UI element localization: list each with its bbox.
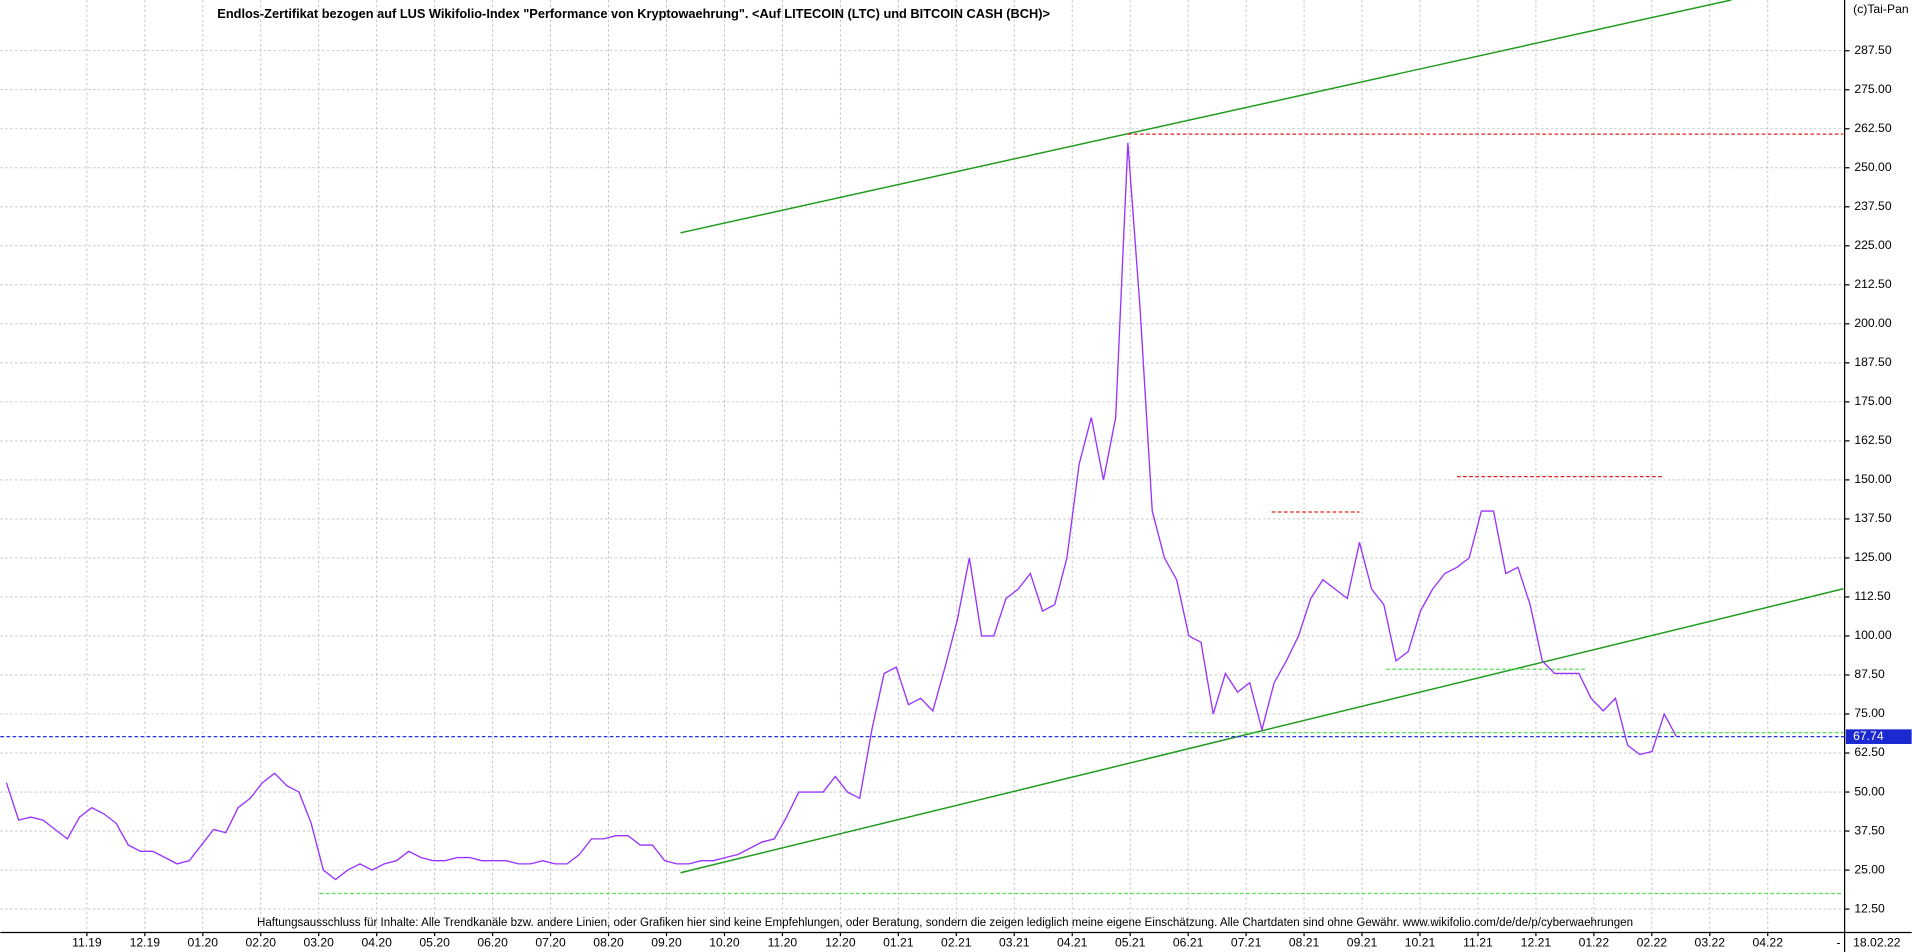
copyright: (c)Tai-Pan [1853, 2, 1908, 16]
price-label: 67.74 [1853, 729, 1884, 743]
upper-trend-line [680, 0, 1732, 234]
x-tick-label: 01.22 [1579, 936, 1610, 950]
chart-title: Endlos-Zertifikat bezogen auf LUS Wikifo… [217, 6, 1050, 21]
footer: Haftungsausschluss für Inhalte: Alle Tre… [257, 917, 1633, 929]
x-tick-label: 09.20 [651, 936, 682, 950]
y-tick-label: 250.00 [1854, 160, 1891, 174]
y-tick-label: 175.00 [1854, 394, 1891, 408]
x-tick-label: 07.21 [1231, 936, 1262, 950]
x-tick-label: 07.20 [535, 936, 566, 950]
price-line-series [5, 142, 1677, 881]
date-label: 18.02.22 [1853, 936, 1901, 950]
x-tick-label: 10.20 [709, 936, 740, 950]
y-tick-label: 100.00 [1854, 628, 1891, 642]
y-tick-label: 200.00 [1854, 316, 1891, 330]
y-tick-label: 137.50 [1854, 511, 1891, 525]
y-tick-label: 287.50 [1854, 43, 1891, 57]
x-tick-label: 02.21 [941, 936, 972, 950]
x-tick-label: 06.21 [1173, 936, 1204, 950]
y-tick-label: 25.00 [1854, 862, 1885, 876]
x-tick-label: 01.21 [883, 936, 914, 950]
y-tick-label: 275.00 [1854, 82, 1891, 96]
x-tick-label: 03.20 [303, 936, 334, 950]
y-tick-label: 150.00 [1854, 472, 1891, 486]
x-tick-label: 05.21 [1115, 936, 1146, 950]
x-tick-label: 04.22 [1753, 936, 1784, 950]
x-tick-label: 04.21 [1057, 936, 1088, 950]
x-tick-label: 02.20 [246, 936, 277, 950]
y-tick-label: 87.50 [1854, 667, 1885, 681]
y-tick-label: 50.00 [1854, 784, 1885, 798]
y-tick-label: 75.00 [1854, 706, 1885, 720]
y-tick-label: 12.50 [1854, 901, 1885, 915]
axis-mark: - [1836, 936, 1840, 950]
y-tick-label: 187.50 [1854, 355, 1891, 369]
x-tick-label: 12.19 [130, 936, 161, 950]
x-tick-label: 08.20 [593, 936, 624, 950]
y-tick-label: 212.50 [1854, 277, 1891, 291]
x-tick-label: 12.20 [825, 936, 856, 950]
x-tick-label: 01.20 [188, 936, 219, 950]
y-tick-label: 112.50 [1854, 589, 1891, 603]
x-tick-label: 06.20 [477, 936, 508, 950]
x-tick-label: 08.21 [1289, 936, 1320, 950]
grid [0, 0, 1845, 933]
x-tick-label: 05.20 [419, 936, 450, 950]
y-tick-label: 37.50 [1854, 823, 1885, 837]
x-tick-label: 11.21 [1463, 936, 1493, 950]
x-tick-label: 12.21 [1521, 936, 1552, 950]
x-tick-label: 04.20 [361, 936, 392, 950]
y-tick-label: 225.00 [1854, 238, 1891, 252]
x-tick-label: 11.19 [72, 936, 102, 950]
price-label-box [1845, 729, 1912, 744]
x-tick-label: 03.22 [1695, 936, 1726, 950]
x-tick-label: 02.22 [1637, 936, 1668, 950]
y-tick-label: 125.00 [1854, 550, 1891, 564]
x-tick-label: 11.20 [768, 936, 798, 950]
y-tick-label: 62.50 [1854, 745, 1885, 759]
x-tick-label: 10.21 [1405, 936, 1436, 950]
y-tick-label: 237.50 [1854, 199, 1891, 213]
y-tick-label: 162.50 [1854, 433, 1891, 447]
x-tick-label: 09.21 [1347, 936, 1378, 950]
y-tick-label: 262.50 [1854, 121, 1891, 135]
x-tick-label: 03.21 [999, 936, 1030, 950]
